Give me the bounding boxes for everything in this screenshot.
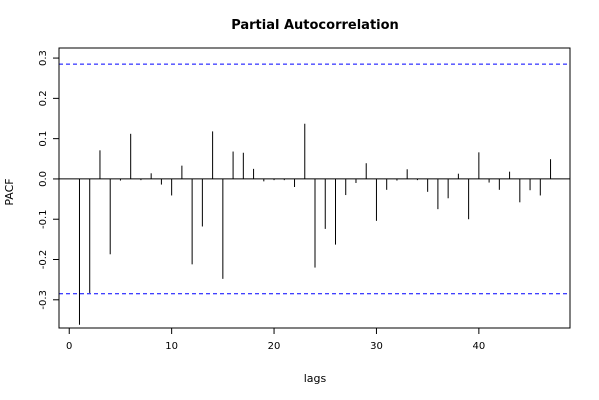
x-tick-label: 30 [370, 341, 383, 352]
y-tick-label: -0.2 [38, 250, 49, 270]
y-tick-label: 0.1 [38, 131, 49, 147]
y-tick-label: 0.3 [38, 50, 49, 66]
x-tick-label: 0 [66, 341, 72, 352]
x-tick-label: 40 [472, 341, 485, 352]
x-tick-label: 10 [165, 341, 178, 352]
x-tick-label: 20 [268, 341, 281, 352]
y-tick-label: -0.3 [38, 290, 49, 310]
x-axis: 0 10 20 30 40 [66, 327, 485, 352]
y-tick-label: 0.2 [38, 90, 49, 106]
pacf-bars [78, 123, 552, 325]
y-tick-label: 0.0 [38, 171, 49, 187]
y-axis: -0.3 -0.2 -0.1 0.0 0.1 0.2 0.3 [38, 50, 60, 310]
plot-frame [58, 47, 571, 329]
chart-title: Partial Autocorrelation [231, 18, 399, 33]
confidence-bands [59, 63, 570, 295]
y-axis-label: PACF [3, 178, 16, 205]
y-tick-label: -0.1 [38, 209, 49, 229]
x-axis-label: lags [304, 372, 327, 385]
